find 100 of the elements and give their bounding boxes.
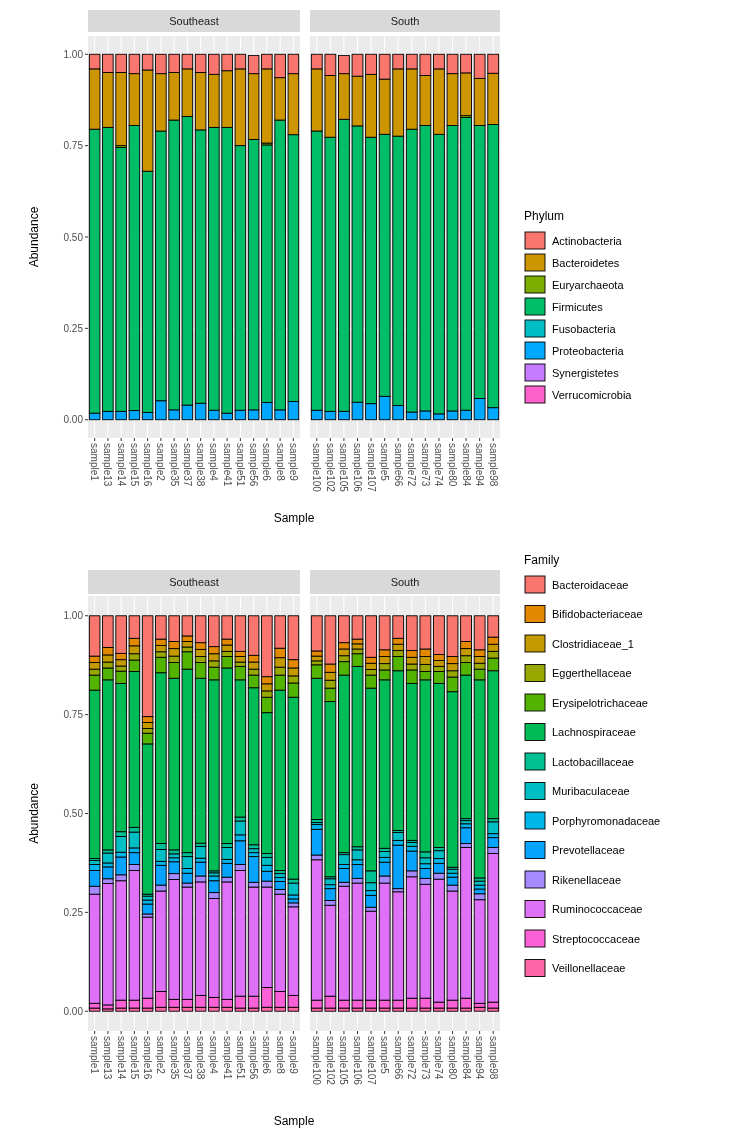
x-tick-label: sample80 [447, 443, 458, 487]
legend-label: Bacteroidaceae [552, 578, 629, 591]
legend-label: Proteobacteria [552, 344, 625, 357]
y-tick-label: 1.00 [63, 48, 84, 60]
x-tick-label: sample14 [115, 1036, 127, 1080]
legend-label: Clostridiaceae_1 [552, 637, 634, 650]
y-tick-label: 0.75 [63, 709, 84, 721]
x-tick-label: sample98 [487, 443, 499, 487]
x-tick-label: sample6 [261, 1036, 273, 1075]
legend-label: Actinobacteria [552, 234, 623, 247]
x-tick-label: sample38 [195, 443, 207, 487]
x-tick-label: sample5 [379, 443, 391, 482]
chart-title: Southeast [169, 15, 219, 27]
legend-label: Eggerthellaceae [552, 667, 632, 679]
y-axis-title: Abundance [27, 782, 41, 844]
x-tick-label: sample14 [115, 443, 127, 487]
legend-label: Verrucomicrobia [552, 388, 633, 401]
x-tick-label: sample4 [208, 443, 220, 482]
x-tick-label: sample37 [181, 1036, 193, 1080]
x-axis-title: Sample [273, 511, 315, 525]
legend-label: Ruminococcaceae [552, 903, 643, 915]
legend-label: Prevotellaceae [552, 844, 625, 856]
x-tick-label: sample100 [311, 443, 323, 493]
legend-label: Erysipelotrichaceae [552, 696, 648, 709]
x-tick-label: sample56 [248, 443, 260, 487]
x-tick-label: sample107 [365, 443, 377, 493]
x-tick-label: sample6 [261, 443, 273, 482]
x-tick-label: sample2 [155, 443, 167, 482]
x-tick-label: sample35 [168, 443, 180, 487]
x-tick-label: sample73 [419, 443, 431, 487]
legend-title: Family [524, 553, 560, 567]
legend-label: Euryarchaeota [552, 278, 625, 291]
x-tick-label: sample15 [128, 443, 140, 487]
legend-label: Lachnospiraceae [552, 726, 636, 738]
x-tick-label: sample80 [447, 1036, 458, 1080]
x-tick-label: sample94 [474, 1036, 486, 1080]
x-tick-label: sample8 [274, 443, 286, 482]
legend-label: Lactobacillaceae [552, 755, 634, 768]
x-tick-label: sample16 [142, 1036, 154, 1080]
x-axis-title: Sample [273, 1114, 315, 1128]
y-tick-label: 0.50 [63, 231, 84, 243]
x-tick-label: sample74 [433, 443, 445, 487]
y-tick-label: 0.75 [63, 140, 84, 152]
y-tick-label: 0.00 [63, 1005, 84, 1017]
x-tick-label: sample4 [208, 1036, 220, 1075]
x-tick-label: sample9 [287, 1036, 299, 1075]
x-tick-label: sample37 [181, 443, 193, 487]
legend-label: Streptococcaceae [552, 932, 641, 945]
x-tick-label: sample35 [168, 1036, 180, 1080]
x-tick-label: sample1 [89, 1036, 101, 1075]
legend-label: Firmicutes [552, 300, 604, 313]
chart-title: South [390, 576, 420, 588]
x-tick-label: sample73 [419, 1036, 431, 1080]
x-tick-label: sample51 [234, 1036, 246, 1080]
x-tick-label: sample13 [102, 1036, 114, 1080]
x-tick-label: sample51 [234, 443, 246, 487]
x-tick-label: sample9 [287, 443, 299, 482]
y-tick-label: 0.50 [63, 808, 84, 819]
y-tick-label: 0.25 [63, 322, 84, 334]
y-tick-label: 0.00 [63, 414, 84, 426]
legend-title: Phylum [524, 209, 565, 223]
x-tick-label: sample16 [142, 443, 154, 487]
legend-label: Porphyromonadaceae [552, 814, 661, 827]
x-tick-label: sample105 [338, 443, 350, 493]
x-tick-label: sample107 [365, 1036, 377, 1086]
chart-title: South [390, 15, 420, 27]
x-tick-label: sample100 [311, 1036, 323, 1086]
legend-label: Veillonellaceae [552, 962, 626, 974]
x-tick-label: sample41 [221, 443, 233, 487]
legend-label: Bacteroidetes [552, 256, 620, 269]
legend-label: Rikenellaceae [552, 873, 622, 886]
x-tick-label: sample84 [460, 1036, 472, 1080]
x-tick-label: sample66 [392, 443, 404, 487]
y-tick-label: 1.00 [63, 610, 84, 622]
x-tick-label: sample74 [433, 1036, 445, 1080]
x-tick-label: sample106 [352, 1036, 363, 1086]
x-tick-label: sample72 [406, 443, 418, 487]
legend-label: Muribaculaceae [552, 785, 630, 797]
x-tick-label: sample2 [155, 1036, 167, 1075]
x-tick-label: sample66 [392, 1036, 404, 1080]
legend-label: Fusobacteria [552, 322, 617, 335]
x-tick-label: sample98 [487, 1036, 499, 1080]
x-tick-label: sample5 [379, 1036, 391, 1075]
legend-label: Synergistetes [552, 366, 620, 379]
x-tick-label: sample105 [338, 1036, 350, 1086]
x-tick-label: sample102 [324, 1036, 336, 1086]
x-tick-label: sample41 [221, 1036, 233, 1080]
legend-label: Bifidobacteriaceae [552, 608, 643, 620]
x-tick-label: sample102 [324, 443, 336, 493]
x-tick-label: sample1 [89, 443, 101, 482]
chart-title: Southeast [169, 576, 219, 588]
x-tick-label: sample38 [195, 1036, 207, 1080]
x-tick-label: sample84 [460, 443, 472, 487]
y-tick-label: 0.25 [63, 906, 84, 918]
y-axis-title: Abundance [27, 206, 41, 268]
x-tick-label: sample94 [474, 443, 486, 487]
x-tick-label: sample13 [102, 443, 114, 487]
x-tick-label: sample56 [248, 1036, 260, 1080]
x-tick-label: sample72 [406, 1036, 418, 1080]
x-tick-label: sample15 [128, 1036, 140, 1080]
